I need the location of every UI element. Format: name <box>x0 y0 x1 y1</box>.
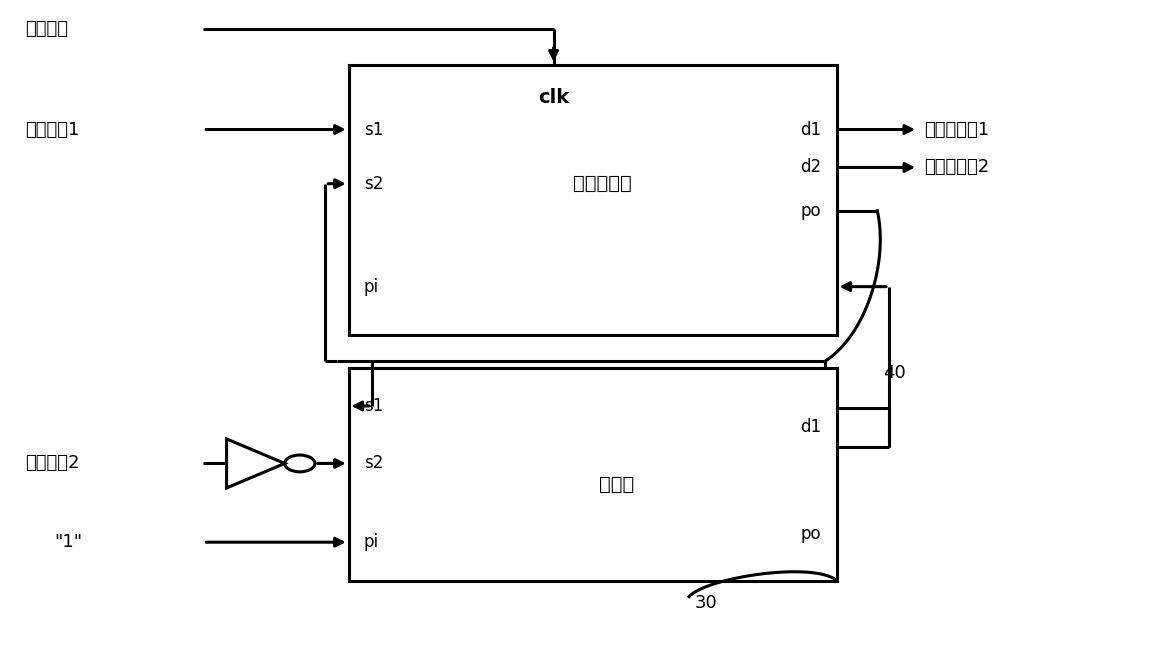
Bar <box>349 368 837 580</box>
Text: pi: pi <box>364 277 379 295</box>
Text: 源操作数2: 源操作数2 <box>26 455 80 472</box>
Text: s2: s2 <box>364 175 383 193</box>
Bar <box>349 64 837 335</box>
Text: 除法控制器: 除法控制器 <box>573 174 632 194</box>
Text: 系统时钟: 系统时钟 <box>26 20 69 38</box>
Text: po: po <box>801 202 822 220</box>
Text: s1: s1 <box>364 397 383 415</box>
Text: po: po <box>801 524 822 542</box>
Text: pi: pi <box>364 533 379 551</box>
Text: 源操作数1: 源操作数1 <box>26 121 80 139</box>
Text: d2: d2 <box>801 159 822 177</box>
Text: 目的操作数1: 目的操作数1 <box>924 121 989 139</box>
Text: 加法器: 加法器 <box>600 475 634 494</box>
Text: s1: s1 <box>364 121 383 139</box>
Text: 30: 30 <box>695 594 718 612</box>
Text: d1: d1 <box>801 121 822 139</box>
Text: clk: clk <box>538 88 569 106</box>
Text: "1": "1" <box>55 533 83 551</box>
Text: 目的操作数2: 目的操作数2 <box>924 159 989 177</box>
Text: s2: s2 <box>364 455 383 472</box>
Text: 40: 40 <box>883 364 906 382</box>
Text: d1: d1 <box>801 418 822 436</box>
